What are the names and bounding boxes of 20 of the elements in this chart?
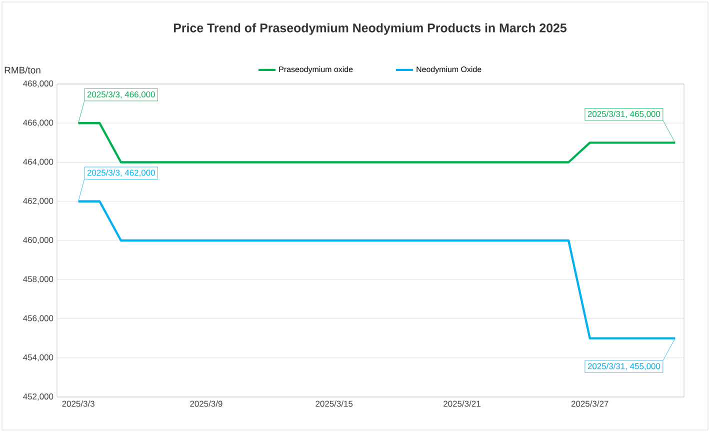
y-tick-label: 452,000	[23, 394, 54, 400]
x-tick-label: 2025/3/21	[444, 400, 480, 407]
y-tick-label: 456,000	[23, 315, 54, 322]
x-tick-label: 2025/3/15	[316, 400, 353, 407]
annotation: 2025/3/3, 466,000	[87, 91, 155, 98]
y-axis-title: RMB/ton	[4, 66, 40, 74]
annotation: 2025/3/31, 465,000	[588, 110, 660, 118]
y-tick-label: 468,000	[23, 80, 54, 88]
x-tick-label: 2025/3/3	[62, 400, 94, 407]
y-tick-label: 462,000	[23, 198, 54, 205]
y-tick-label: 466,000	[23, 120, 54, 127]
annotation: 2025/3/3, 462,000	[87, 169, 155, 177]
y-tick-label: 460,000	[23, 237, 54, 244]
y-tick-label: 458,000	[23, 276, 54, 284]
x-tick-label: 2025/3/27	[571, 400, 608, 407]
annotation: 2025/3/31, 455,000	[588, 362, 660, 370]
x-tick-label: 2025/3/9	[190, 400, 222, 407]
y-tick-label: 464,000	[23, 158, 54, 166]
chart-title: Price Trend of Praseodymium Neodymium Products in March 2025	[174, 23, 567, 35]
y-tick-label: 454,000	[23, 354, 54, 362]
